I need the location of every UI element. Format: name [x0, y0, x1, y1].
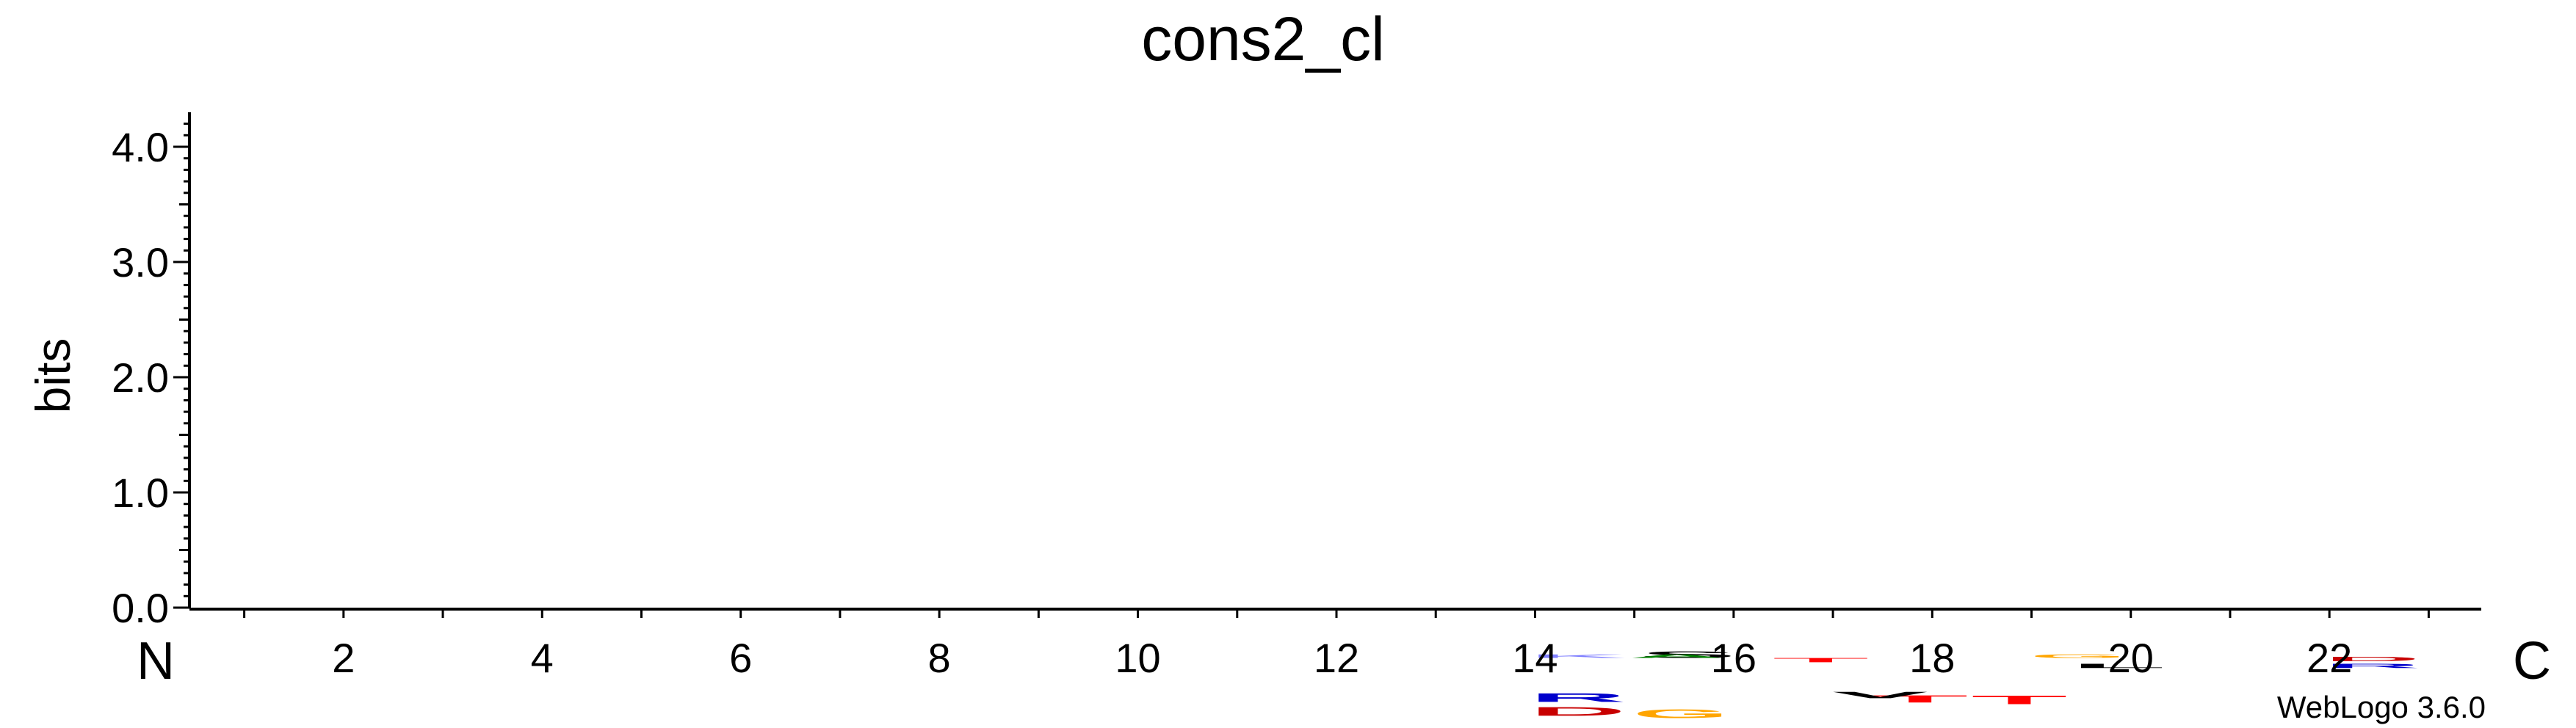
- y-tick-label: 3.0: [112, 239, 169, 285]
- x-axis-c-terminus-label: C: [2513, 632, 2551, 691]
- x-tick-label: 16: [1711, 635, 1756, 681]
- logo-letter-pos2-T: T: [1872, 694, 1968, 705]
- x-tick-label: 10: [1115, 635, 1160, 681]
- logo-letter-pos7-G: G: [2030, 653, 2126, 659]
- x-tick-label: 22: [2307, 635, 2352, 681]
- y-tick-label: 0.0: [112, 585, 169, 631]
- x-tick-label: 2: [332, 635, 355, 681]
- y-axis-label: bits: [26, 338, 80, 414]
- x-tick-label: 14: [1512, 635, 1557, 681]
- logo-letter-pos4-L: L: [2071, 663, 2167, 669]
- weblogo-credit: WebLogo 3.6.0: [2277, 690, 2486, 724]
- x-tick-label: 4: [531, 635, 554, 681]
- x-tick-label: 12: [1314, 635, 1359, 681]
- logo-letter-pos1-T: T: [1773, 657, 1869, 663]
- logo-letter-pos1-K: K: [1530, 653, 1626, 659]
- logo-letter-pos1-S: S: [1640, 649, 1736, 660]
- logo-letter-pos9-D: D: [2324, 655, 2420, 662]
- logo-letter-pos2-A: A: [1629, 653, 1725, 659]
- x-axis-n-terminus-label: N: [137, 632, 175, 691]
- chart-title: cons2_cl: [1141, 4, 1385, 73]
- logo-stacks: KTDRSEATFMLWVGTSALVIMAITVMPMILGSATASRDAG…: [1530, 649, 2420, 721]
- logo-letter-pos1-R: R: [1530, 691, 1626, 705]
- x-axis: 2 4 6 8 10 12 14 16 18 20 22: [189, 608, 2481, 681]
- x-tick-label: 6: [729, 635, 752, 681]
- x-tick-label: 18: [1909, 635, 1955, 681]
- logo-letter-pos3-V: V: [1832, 690, 1928, 700]
- x-tick-label: 20: [2108, 635, 2154, 681]
- y-tick-label: 4.0: [112, 124, 169, 170]
- y-tick-label: 2.0: [112, 354, 169, 401]
- y-axis: 0.0 1.0 2.0 3.0 4.0: [112, 112, 191, 631]
- logo-letter-pos3-T: T: [1971, 693, 2067, 707]
- y-tick-label: 1.0: [112, 470, 169, 516]
- logo-letter-pos1-D: D: [1530, 705, 1626, 718]
- x-tick-label: 8: [928, 635, 951, 681]
- logo-letter-pos9-R: R: [2324, 663, 2420, 669]
- logo-letter-pos3-G: G: [1632, 707, 1729, 721]
